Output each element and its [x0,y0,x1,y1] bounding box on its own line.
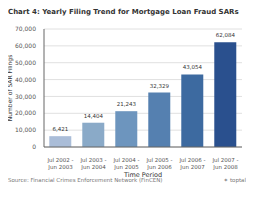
svg-text:Time Period: Time Period [123,171,162,177]
html-text:Source: Financial Crimes Enfor: Source: Financial Crimes Enforcement Net… [8,177,163,183]
svg-text:Jul 2002 -Jun 2003: Jul 2002 -Jun 2003 [46,157,73,171]
svg-text:70,000: 70,000 [15,25,36,32]
svg-text:Jul 2004 -Jun 2005: Jul 2004 -Jun 2005 [112,157,139,171]
svg-text:Number of SAR Filings: Number of SAR Filings [8,55,14,122]
svg-text:62,084: 62,084 [216,32,236,38]
svg-text:40,000: 40,000 [15,76,36,83]
svg-text:50,000: 50,000 [15,59,36,66]
svg-text:32,329: 32,329 [150,83,170,89]
svg-text:Jul 2005 -Jun 2006: Jul 2005 -Jun 2006 [145,157,172,171]
svg-text:20,000: 20,000 [15,109,36,116]
svg-text:Jul 2006 -Jun 2007: Jul 2006 -Jun 2007 [178,157,205,171]
svg-text:Jul 2007 -Jun 2008: Jul 2007 -Jun 2008 [211,157,238,171]
html-text:Chart 4: Yearly Filing Trend f: Chart 4: Yearly Filing Trend for Mortgag… [8,8,239,16]
svg-text:30,000: 30,000 [15,93,36,100]
svg-text:60,000: 60,000 [15,42,36,49]
svg-text:6,421: 6,421 [52,126,68,132]
svg-text:21,243: 21,243 [117,101,137,107]
svg-text:10,000: 10,000 [15,126,36,133]
svg-text:14,404: 14,404 [84,113,104,119]
svg-text:43,054: 43,054 [183,64,203,70]
svg-text:Jul 2003 -Jun 2004: Jul 2003 -Jun 2004 [79,157,106,171]
svg-text:0: 0 [32,143,36,150]
html-text:✶ toptal: ✶ toptal [223,177,246,183]
